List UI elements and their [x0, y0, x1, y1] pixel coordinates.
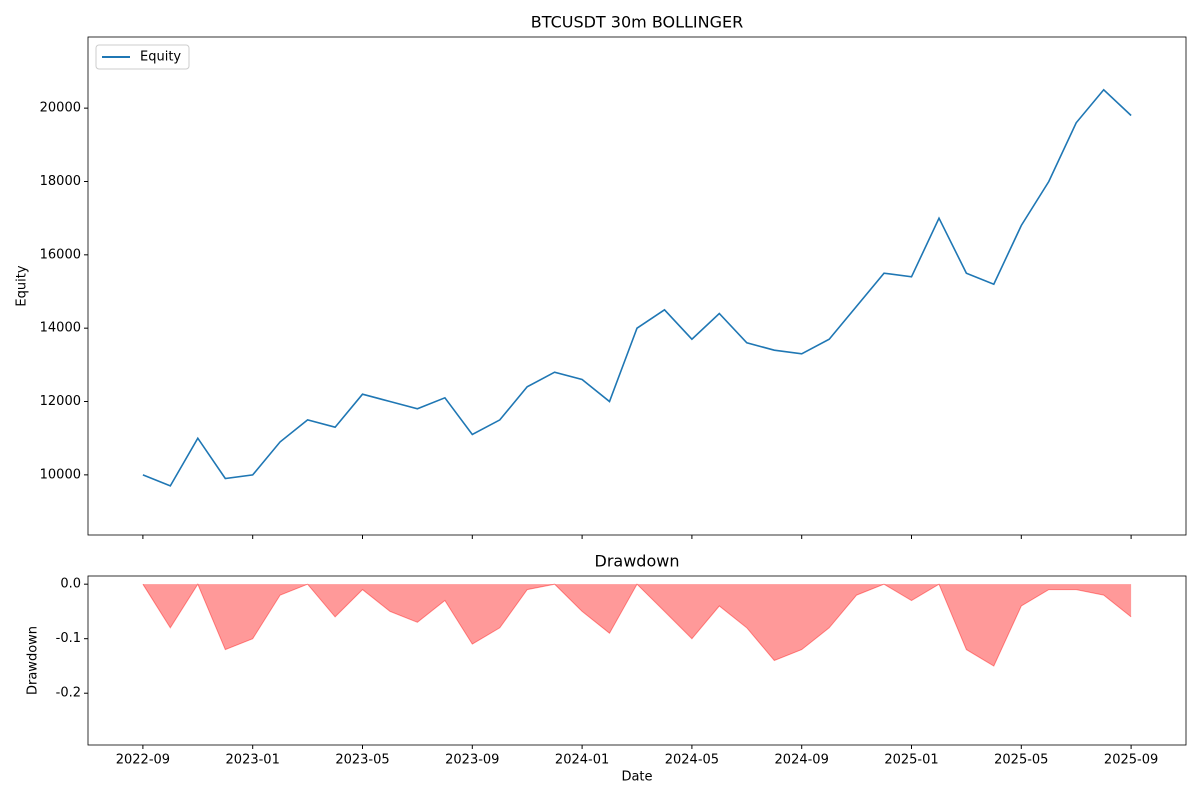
y-tick-label: 18000: [40, 174, 81, 189]
x-tick-label: 2022-09: [116, 753, 170, 768]
line: [142, 583, 1132, 667]
y-tick-label: 16000: [40, 247, 81, 262]
x-tick-label: 2024-05: [665, 753, 719, 768]
y-tick-label: -0.1: [56, 631, 81, 646]
x-tick-label: 2024-01: [555, 753, 609, 768]
chart-title: BTCUSDT 30m BOLLINGER: [531, 13, 744, 32]
plot-frame: [87, 36, 1187, 536]
y-tick-label: 20000: [40, 101, 81, 116]
x-tick-label: 2023-09: [445, 753, 499, 768]
chart-title: Drawdown: [595, 552, 680, 571]
y-tick-label: -0.2: [56, 686, 81, 701]
x-tick-label: 2025-05: [994, 753, 1048, 768]
plot-frame: [87, 575, 1187, 746]
line: [142, 88, 1132, 487]
y-tick-label: 14000: [40, 321, 81, 336]
x-tick-label: 2023-05: [335, 753, 389, 768]
legend-label: Equity: [140, 50, 181, 65]
x-tick-label: 2024-09: [775, 753, 829, 768]
y-axis-label: Drawdown: [26, 626, 41, 695]
y-tick-label: 12000: [40, 394, 81, 409]
x-tick-label: 2023-01: [226, 753, 280, 768]
y-tick-label: 10000: [40, 467, 81, 482]
x-tick-label: 2025-01: [884, 753, 938, 768]
area: [142, 584, 1132, 666]
legend-box: [95, 44, 190, 70]
x-axis-label: Date: [621, 770, 652, 785]
y-tick-label: 0.0: [60, 577, 81, 592]
y-axis-label: Equity: [15, 265, 30, 306]
x-tick-label: 2025-09: [1104, 753, 1158, 768]
